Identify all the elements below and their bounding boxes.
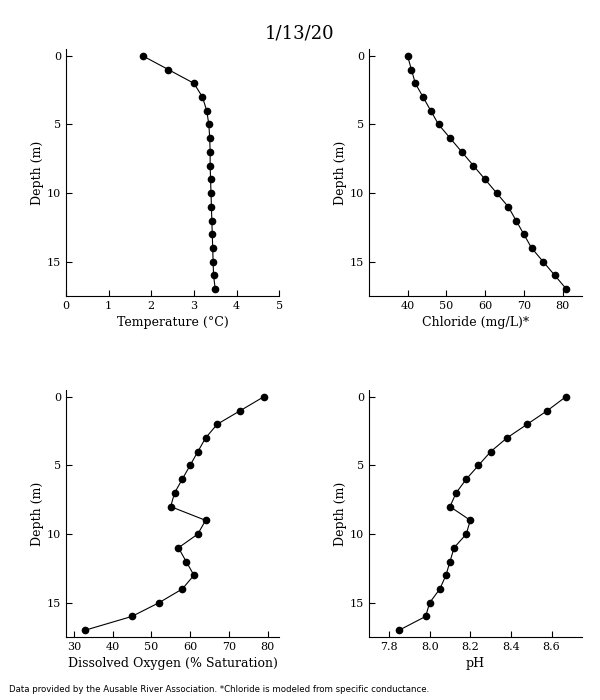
X-axis label: pH: pH <box>466 657 485 671</box>
Y-axis label: Depth (m): Depth (m) <box>31 482 44 545</box>
X-axis label: Chloride (mg/L)*: Chloride (mg/L)* <box>422 316 529 330</box>
X-axis label: Dissolved Oxygen (% Saturation): Dissolved Oxygen (% Saturation) <box>68 657 278 671</box>
Text: Data provided by the Ausable River Association. *Chloride is modeled from specif: Data provided by the Ausable River Assoc… <box>9 685 429 694</box>
Text: 1/13/20: 1/13/20 <box>265 25 335 43</box>
Y-axis label: Depth (m): Depth (m) <box>31 141 44 204</box>
Y-axis label: Depth (m): Depth (m) <box>334 482 347 545</box>
X-axis label: Temperature (°C): Temperature (°C) <box>117 316 229 330</box>
Y-axis label: Depth (m): Depth (m) <box>334 141 347 204</box>
